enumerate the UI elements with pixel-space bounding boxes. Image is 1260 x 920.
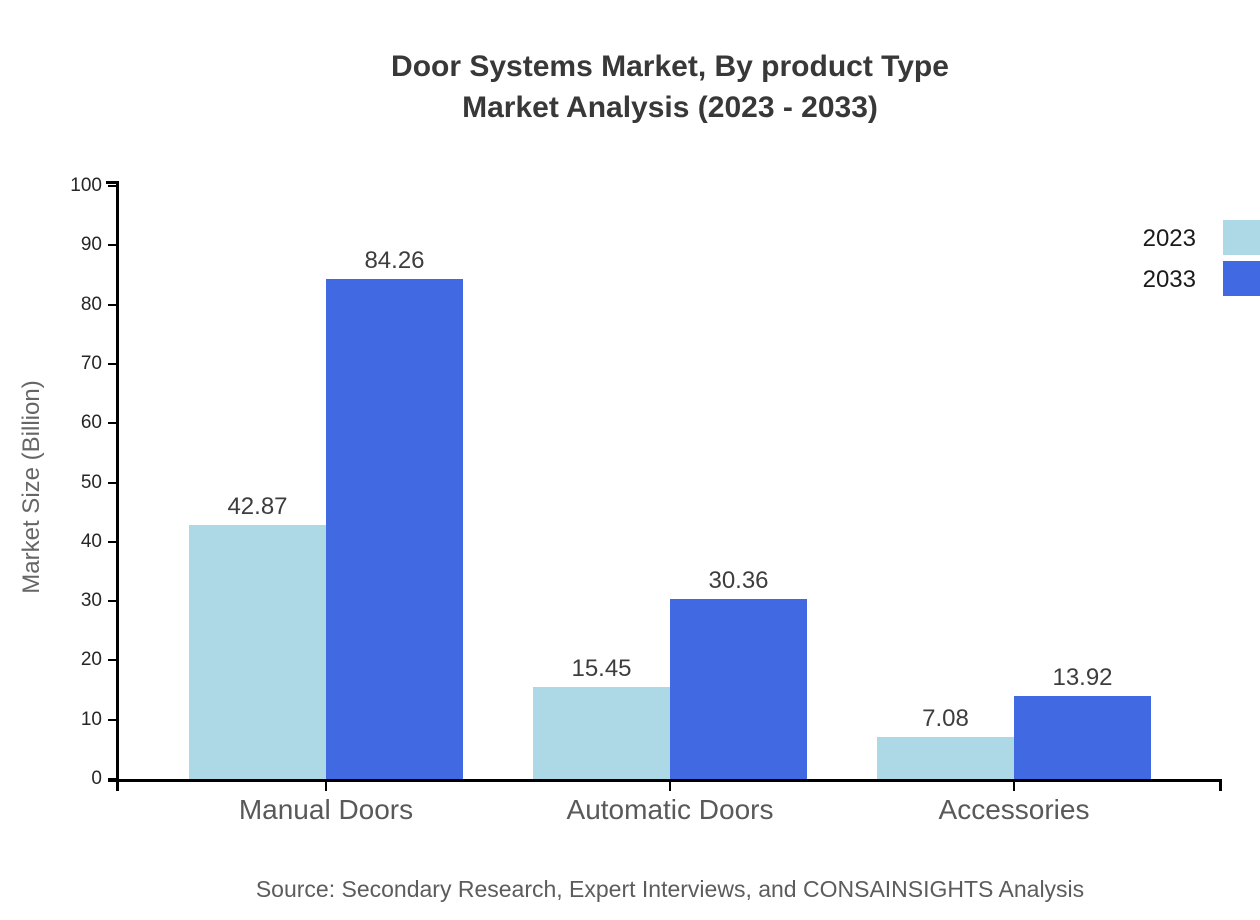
chart-title-line2: Market Analysis (2023 - 2033)	[462, 91, 878, 124]
y-axis-tick	[108, 244, 118, 247]
y-tick-label: 40	[80, 530, 102, 552]
y-tick-label: 90	[80, 234, 102, 256]
legend-swatch-2033	[1223, 261, 1260, 296]
y-tick-label: 60	[80, 412, 102, 434]
x-category-label: Accessories	[938, 794, 1090, 825]
x-category-label: Manual Doors	[238, 794, 414, 825]
y-axis-tick	[108, 718, 118, 721]
y-axis-end-tick	[106, 181, 119, 184]
y-tick-label: 100	[70, 175, 102, 196]
x-axis-line	[108, 779, 1222, 782]
y-tick-label: 80	[80, 293, 102, 315]
y-axis-tick	[108, 659, 118, 662]
x-axis-end-tick	[1219, 779, 1222, 791]
y-axis-tick	[108, 481, 118, 484]
legend-label-2033: 2033	[1142, 266, 1196, 293]
bar-value-label: 7.08	[922, 705, 969, 733]
bar-value-label: 42.87	[227, 492, 288, 520]
y-axis-tick	[108, 540, 118, 543]
x-category-label: Automatic Doors	[566, 794, 774, 825]
y-tick-label: 0	[91, 768, 102, 789]
chart-title-line1: Door Systems Market, By product Type	[391, 50, 949, 83]
bar-value-label: 30.36	[708, 566, 769, 594]
bar-2023-2	[877, 737, 1014, 779]
y-tick-label: 30	[80, 590, 102, 612]
y-axis-line	[116, 181, 119, 791]
chart-title: Door Systems Market, By product Type Mar…	[140, 46, 1200, 128]
bar-2023-1	[533, 687, 670, 779]
y-axis-tick	[108, 185, 118, 187]
y-axis-tick	[108, 362, 118, 365]
y-tick-label: 50	[80, 471, 102, 493]
bar-2033-2	[1014, 696, 1151, 779]
y-axis-tick	[108, 778, 118, 780]
bar-value-label: 84.26	[364, 247, 425, 275]
y-axis-tick	[108, 303, 118, 306]
bar-2033-1	[670, 598, 807, 779]
x-axis-tick	[669, 782, 671, 791]
bar-2033-0	[325, 279, 463, 779]
y-axis-tick	[108, 422, 118, 425]
y-tick-label: 20	[80, 649, 102, 671]
y-tick-label: 70	[80, 352, 102, 374]
legend-swatch-2023	[1223, 220, 1260, 255]
x-axis-tick	[1013, 782, 1015, 791]
x-axis-tick	[324, 782, 327, 791]
bar-value-label: 13.92	[1052, 664, 1113, 692]
y-tick-label: 10	[80, 708, 102, 730]
y-axis-tick	[108, 600, 118, 603]
bar-2023-0	[188, 524, 326, 779]
legend-label-2023: 2023	[1142, 225, 1196, 252]
source-note: Source: Secondary Research, Expert Inter…	[255, 876, 1085, 902]
bar-value-label: 15.45	[571, 655, 632, 683]
